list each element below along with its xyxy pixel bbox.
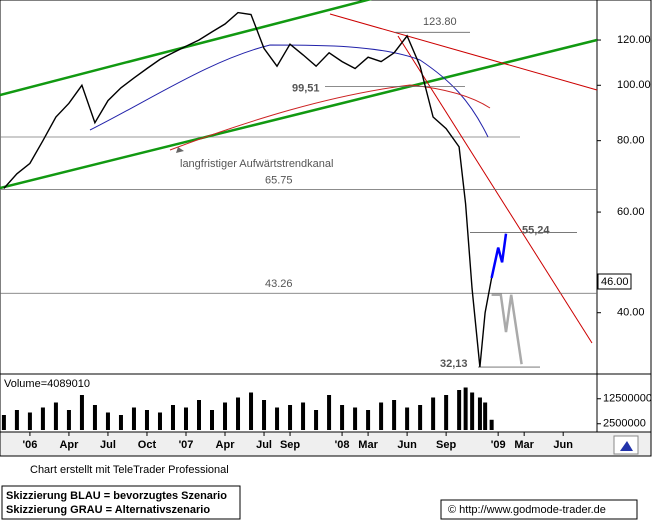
x-tick-label: '08 [335, 439, 350, 451]
price-line [491, 293, 523, 365]
x-tick-label: Jun [553, 439, 573, 451]
volume-bar [275, 407, 280, 430]
last-price: 46.00 [601, 276, 629, 288]
y-tick-label: 120.00 [617, 34, 651, 46]
volume-bar [197, 400, 201, 430]
volume-bar [183, 407, 188, 430]
y-tick-label: 60.00 [617, 206, 645, 218]
volume-bar [53, 402, 58, 430]
price-tag [597, 273, 632, 290]
level-label: 43.26 [265, 278, 293, 290]
volume-bar [1, 415, 6, 430]
frame [0, 0, 652, 457]
volume-bar [14, 410, 19, 430]
volume-bar [327, 395, 332, 430]
source: © http://www.godmode-trader.de [448, 504, 606, 516]
x-tick-label: '09 [491, 439, 506, 451]
volume-bar [405, 407, 410, 430]
volume-bar [366, 410, 371, 430]
volume-label: Volume=4089010 [4, 378, 90, 390]
volume-bar [477, 397, 482, 430]
x-tick-label: Jul [100, 439, 116, 451]
volume-bar [249, 392, 254, 430]
volume-bar [236, 397, 241, 430]
moving-average [89, 44, 489, 138]
x-tick-label: '06 [22, 439, 37, 451]
volume-bar [431, 397, 436, 430]
annotation: langfristiger Aufwärtstrendkanal [180, 158, 333, 170]
volume-bar [288, 405, 293, 430]
credit: Chart erstellt mit TeleTrader Profession… [30, 464, 229, 476]
volume-bar [66, 410, 71, 430]
level-label: 65.75 [265, 174, 293, 186]
legend-box [1, 485, 241, 520]
trend-line [329, 13, 598, 91]
trend-channel-upper [0, 0, 373, 97]
volume-bar [40, 407, 45, 430]
level-label: 123.80 [423, 16, 457, 28]
volume-bar [92, 405, 97, 430]
x-tick-label: Jun [397, 439, 417, 451]
trend-channel-lower [0, 38, 598, 190]
legend-gray: Skizzierung GRAU = Alternativszenario [6, 504, 210, 516]
volume-tick-label: 2500000 [603, 418, 646, 430]
volume-bar [444, 395, 449, 430]
y-tick-label: 100.00 [617, 79, 651, 91]
level-label: 55,24 [522, 224, 550, 236]
x-tick-label: Mar [358, 439, 378, 451]
price-line [3, 11, 493, 368]
icon-glyph [620, 441, 633, 451]
volume-bar [105, 412, 110, 430]
volume-bar [314, 410, 319, 430]
level-label: 99,51 [292, 82, 320, 94]
volume-bar [418, 405, 423, 430]
volume-bar [118, 415, 123, 430]
moving-average [169, 84, 491, 151]
price-line [490, 233, 508, 279]
volume-bar [262, 400, 267, 430]
volume-bar [353, 407, 358, 430]
source-box [440, 499, 638, 520]
volume-bar [463, 387, 468, 430]
volume-bar [489, 419, 494, 430]
x-tick-label: Mar [514, 439, 534, 451]
x-tick-label: '07 [179, 439, 194, 451]
volume-bar [392, 400, 397, 430]
volume-bar [301, 402, 306, 430]
volume-bar [483, 402, 488, 430]
arrow [176, 147, 184, 153]
x-tick-label: Sep [280, 439, 300, 451]
volume-bar [170, 405, 175, 430]
volume-bar [144, 410, 149, 430]
y-tick-label: 40.00 [617, 307, 645, 319]
x-tick-label: Sep [436, 439, 456, 451]
x-tick-label: Jul [256, 439, 272, 451]
volume-bar [79, 395, 84, 430]
volume-bar [131, 407, 136, 430]
volume-bar [210, 410, 215, 430]
volume-bar [470, 392, 475, 430]
x-tick-label: Oct [138, 439, 157, 451]
legend-blue: Skizzierung BLAU = bevorzugtes Szenario [6, 490, 227, 502]
volume-bar [27, 412, 32, 430]
volume-tick-label: 12500000 [603, 393, 652, 405]
volume-bar [457, 390, 462, 430]
volume-bar [223, 402, 228, 430]
x-tick-label: Apr [216, 439, 236, 451]
y-tick-label: 80.00 [617, 135, 645, 147]
volume-bar [340, 405, 345, 430]
volume-bar [157, 412, 162, 430]
level-label: 32,13 [440, 358, 468, 370]
volume-bar [379, 402, 384, 430]
x-tick-label: Apr [59, 439, 79, 451]
x-axis-band [0, 431, 652, 457]
